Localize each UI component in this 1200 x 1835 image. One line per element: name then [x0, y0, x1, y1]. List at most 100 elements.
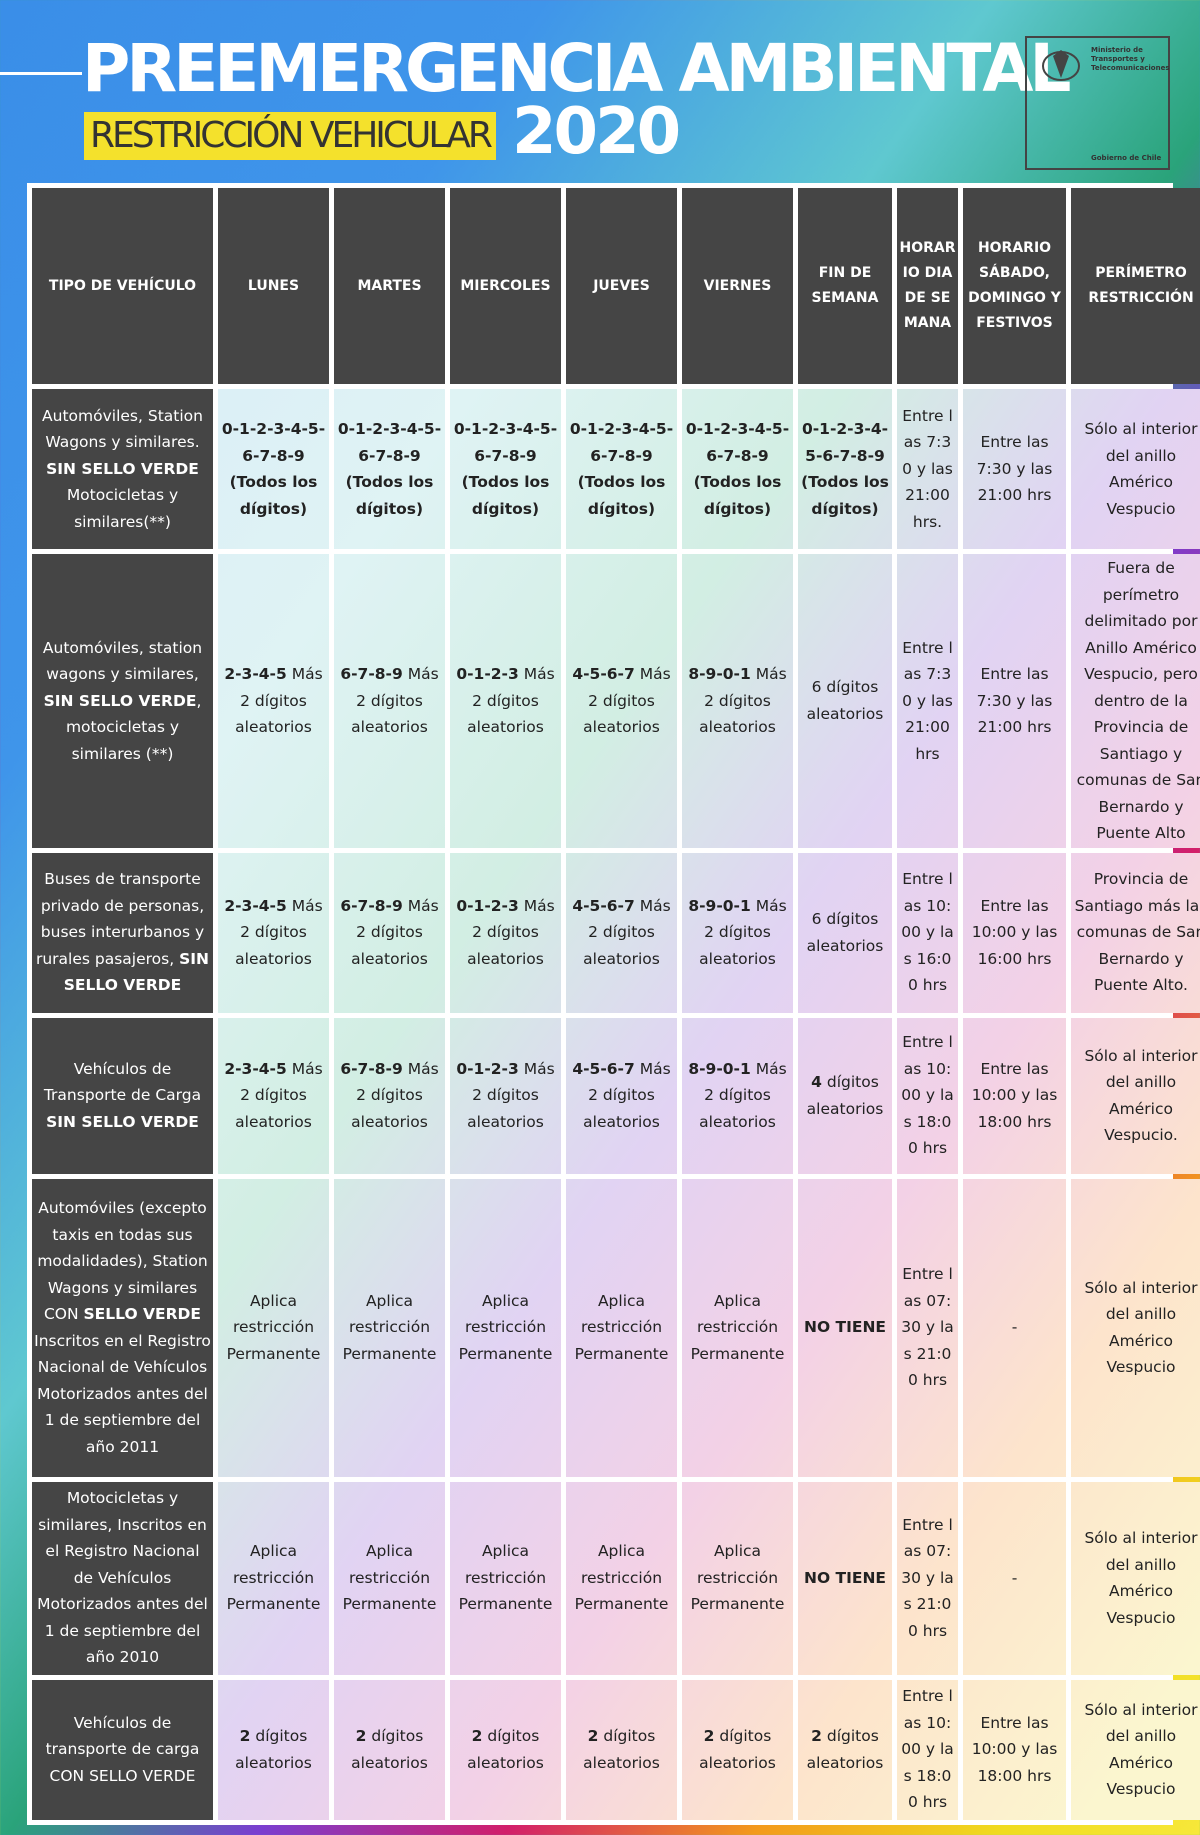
cell-text: -	[1011, 1318, 1018, 1337]
cell-text: Más 2 dígitos aleatorios	[583, 896, 671, 968]
column-header: MIERCOLES	[450, 188, 561, 384]
vehicle-type: Automóviles (excepto taxis en todas sus …	[32, 1178, 213, 1477]
table-cell: 6-7-8-9 Más 2 dígitos aleatorios	[334, 852, 445, 1013]
table-cell: -	[963, 1178, 1066, 1477]
cell-text: Entre las 10:00 y las 18:00 hrs	[901, 1687, 954, 1812]
table-cell: Entre las 7:30 y las 21:00 hrs	[963, 554, 1066, 848]
cell-text: dígitos aleatorios	[467, 1727, 544, 1772]
table-cell: Entre las 7:30 y las 21:00 hrs.	[897, 389, 958, 549]
cell-bold-text: 8-9-0-1	[688, 896, 751, 915]
table-cell: Aplica restricción Permanente	[682, 1178, 793, 1477]
cell-text: 6 dígitos aleatorios	[806, 910, 884, 955]
table-cell: Sólo al interior del anillo Américo Vesp…	[1071, 1017, 1200, 1174]
cell-bold-text: 2-3-4-5	[224, 665, 287, 683]
cell-text: Sólo al interior del anillo Américo Vesp…	[1084, 1529, 1198, 1627]
table-cell: Entre las 10:00 y las 16:00 hrs	[963, 852, 1066, 1013]
cell-bold-text: 6-7-8-9	[340, 1059, 403, 1078]
header-row: TIPO DE VEHÍCULO LUNES MARTES MIERCOLES JUEV…	[32, 188, 1200, 384]
cell-text: Aplica restricción Permanente	[690, 1291, 785, 1363]
table-cell: -	[963, 1481, 1066, 1675]
table-row: Motocicletas y similares, Inscritos en e…	[32, 1481, 1200, 1675]
cell-text: Más 2 dígitos aleatorios	[583, 1059, 671, 1131]
table-cell: Aplica restricción Permanente	[682, 1481, 793, 1675]
cell-text: Sólo al interior del anillo Américo Vesp…	[1084, 1278, 1198, 1377]
cell-bold-text: 2	[703, 1727, 715, 1745]
government-name: Gobierno de Chile	[1091, 154, 1162, 162]
cell-text: dígitos aleatorios	[699, 1727, 776, 1772]
cell-text: Más 2 dígitos aleatorios	[235, 665, 323, 736]
table-cell: Entre las 7:30 y las 21:00 hrs	[963, 389, 1066, 549]
ministry-name: Ministerio de Transportes y Telecomunica…	[1091, 46, 1170, 72]
vehicle-type: Vehículos de transporte de carga CON SEL…	[32, 1679, 213, 1820]
table-frame: TIPO DE VEHÍCULO LUNES MARTES MIERCOLES JUEV…	[27, 183, 1200, 1825]
cell-bold-text: 2-3-4-5	[224, 896, 287, 915]
table-cell: Entre las 10:00 y las 18:00 hrs	[963, 1679, 1066, 1820]
table-cell: 4-5-6-7 Más 2 dígitos aleatorios	[566, 852, 677, 1013]
column-header: LUNES	[218, 188, 329, 384]
table-cell: 6 dígitos aleatorios	[798, 852, 892, 1013]
cell-text: dígitos aleatorios	[235, 1727, 312, 1772]
cell-bold-text: 4-5-6-7	[572, 1059, 635, 1078]
table-cell: NO TIENE	[798, 1481, 892, 1675]
cell-text: Sólo al interior del anillo Américo Vesp…	[1084, 1700, 1198, 1799]
table-cell: 2 dígitos aleatorios	[450, 1679, 561, 1820]
cell-text: Aplica restricción Permanente	[458, 1291, 553, 1363]
cell-text: Más 2 dígitos aleatorios	[351, 665, 439, 736]
table-cell: Sólo al interior del anillo Américo Vesp…	[1071, 389, 1200, 549]
cell-bold-text: 0-1-2-3	[456, 896, 519, 915]
table-row: Automóviles (excepto taxis en todas sus …	[32, 1178, 1200, 1477]
cell-text: Aplica restricción Permanente	[690, 1542, 785, 1614]
cell-text: Aplica restricción Permanente	[226, 1542, 321, 1614]
table-cell: 4-5-6-7 Más 2 dígitos aleatorios	[566, 554, 677, 848]
cell-text: Más 2 dígitos aleatorios	[699, 1059, 787, 1131]
cell-text: Más 2 dígitos aleatorios	[351, 1059, 439, 1131]
table-cell: Aplica restricción Permanente	[218, 1481, 329, 1675]
table-cell: Aplica restricción Permanente	[450, 1178, 561, 1477]
table-cell: 4 dígitos aleatorios	[798, 1017, 892, 1174]
table-cell: Sólo al interior del anillo Américo Vesp…	[1071, 1679, 1200, 1820]
cell-text: Fuera de perímetro delimitado por Anillo…	[1076, 559, 1200, 842]
table-cell: Aplica restricción Permanente	[334, 1178, 445, 1477]
cell-text: Entre las 10:00 y las 18:00 hrs	[971, 1713, 1058, 1785]
cell-text: Más 2 dígitos aleatorios	[467, 1059, 555, 1131]
cell-text: dígitos aleatorios	[351, 1727, 428, 1772]
cell-text: Más 2 dígitos aleatorios	[699, 665, 787, 736]
table-cell: Aplica restricción Permanente	[566, 1481, 677, 1675]
table-cell: 0-1-2-3 Más 2 dígitos aleatorios	[450, 852, 561, 1013]
column-header: MARTES	[334, 188, 445, 384]
cell-bold-text: 0-1-2-3-4-5-6-7-8-9 (Todos los dígitos)	[569, 420, 674, 518]
table-cell: Entre las 10:00 y las 16:00 hrs	[897, 852, 958, 1013]
cell-bold-text: 0-1-2-3	[456, 665, 519, 683]
cell-bold-text: 0-1-2-3	[456, 1059, 519, 1078]
ministry-logo: Ministerio de Transportes y Telecomunica…	[1025, 36, 1170, 170]
cell-text: Entre las 10:00 y las 16:00 hrs	[971, 896, 1058, 968]
cell-text: Aplica restricción Permanente	[342, 1291, 437, 1363]
cell-text: Más 2 dígitos aleatorios	[583, 665, 671, 736]
cell-text: Sólo al interior del anillo Américo Vesp…	[1084, 1046, 1198, 1145]
cell-text: Provincia de Santiago más las comunas de…	[1074, 870, 1200, 995]
cell-text: Entre las 10:00 y las 18:00 hrs	[901, 1033, 954, 1158]
cell-bold-text: 8-9-0-1	[688, 665, 751, 683]
table-cell: 0-1-2-3 Más 2 dígitos aleatorios	[450, 554, 561, 848]
table-cell: 2-3-4-5 Más 2 dígitos aleatorios	[218, 852, 329, 1013]
cell-text: Automóviles, station wagons y similares,	[42, 638, 203, 684]
cell-bold-text: 2-3-4-5	[224, 1059, 287, 1078]
cell-bold-text: 0-1-2-3-4-5-6-7-8-9 (Todos los dígitos)	[685, 420, 790, 518]
cell-text: Más 2 dígitos aleatorios	[699, 896, 787, 968]
table-cell: 8-9-0-1 Más 2 dígitos aleatorios	[682, 554, 793, 848]
cell-text: Entre las 07:30 y las 21:00 hrs	[901, 1515, 954, 1640]
cell-text: Aplica restricción Permanente	[458, 1542, 553, 1614]
cell-text: Automóviles (excepto taxis en todas sus …	[37, 1199, 208, 1323]
table-cell: 2-3-4-5 Más 2 dígitos aleatorios	[218, 1017, 329, 1174]
table-row: Automóviles, station wagons y similares,…	[32, 554, 1200, 848]
cell-text: Más 2 dígitos aleatorios	[235, 1059, 323, 1131]
table-cell: 0-1-2-3-4-5-6-7-8-9 (Todos los dígitos)	[450, 389, 561, 549]
cell-bold-text: 2	[811, 1727, 822, 1745]
cell-bold-text: 4-5-6-7	[572, 896, 635, 915]
subtitle: RESTRICCIÓN VEHICULAR	[84, 112, 496, 160]
table-cell: Aplica restricción Permanente	[334, 1481, 445, 1675]
cell-text: Automóviles, Station Wagons y similares.	[42, 406, 203, 452]
cell-text: Entre las 7:30 y las 21:00 hrs	[976, 665, 1053, 736]
column-header: HORARIO DIA DE SEMANA	[897, 188, 958, 384]
